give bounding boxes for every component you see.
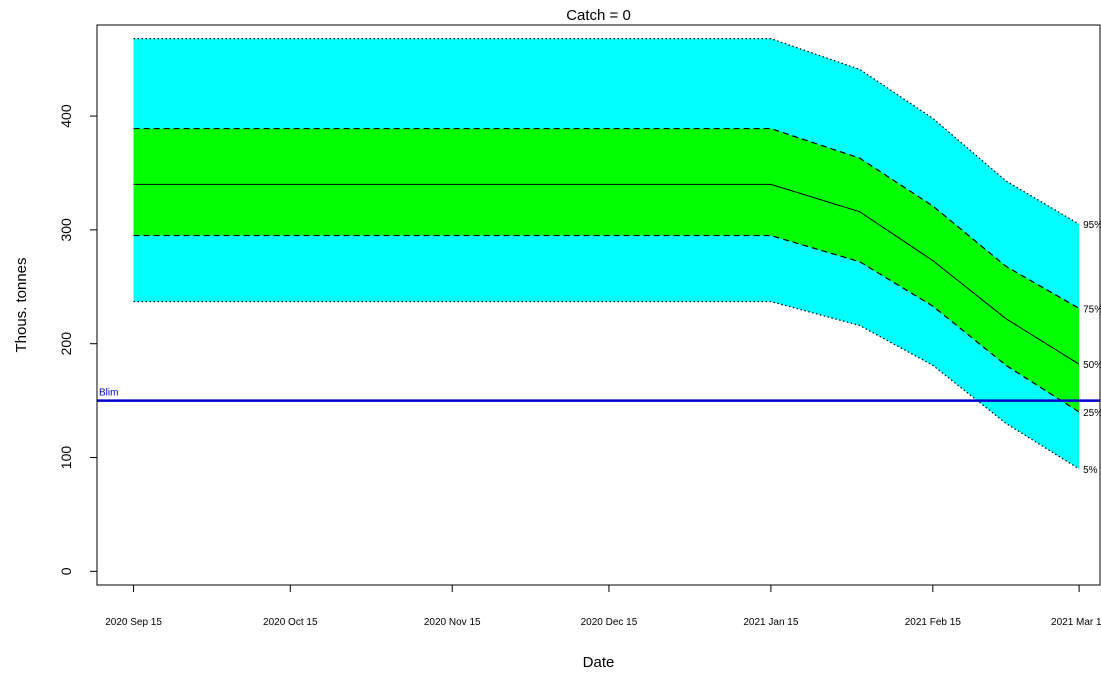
x-axis: 2020 Sep 15 2020 Oct 15 2020 Nov 15 2020 De… <box>105 585 1101 628</box>
ytick-label: 300 <box>58 218 74 242</box>
line-25% <box>133 234 1080 413</box>
line-50% <box>133 183 1080 365</box>
ytick-label: 200 <box>58 332 74 356</box>
band-25%-75% <box>133 128 1080 412</box>
xtick-label: 2020 Nov 15 <box>424 617 481 628</box>
line-5% <box>133 300 1080 470</box>
xtick-label: 2020 Oct 15 <box>263 617 318 628</box>
band-label-5%: 5% <box>1083 465 1098 476</box>
xtick-label: 2020 Dec 15 <box>581 617 638 628</box>
band-label-95%: 95% <box>1083 220 1101 231</box>
band-label-25%: 25% <box>1083 408 1101 419</box>
xtick-label: 2021 Feb 15 <box>905 617 962 628</box>
y-axis-label: Thous. tonnes <box>13 257 30 352</box>
band-labels: 5% 25% 50% 75% 95% <box>1083 220 1101 476</box>
xtick-label: 2021 Jan 15 <box>743 617 798 628</box>
reference-line-group: Blim <box>97 388 1100 402</box>
x-axis-label: Date <box>583 654 615 671</box>
plot-frame <box>96 24 1101 586</box>
band-label-75%: 75% <box>1083 304 1101 315</box>
y-axis: 0 100 200 300 400 <box>58 104 97 575</box>
chart-title: Catch = 0 <box>566 7 631 24</box>
band-label-50%: 50% <box>1083 360 1101 371</box>
line-75% <box>133 127 1080 309</box>
ytick-label: 400 <box>58 104 74 128</box>
xtick-label: 2020 Sep 15 <box>105 617 162 628</box>
blim-label: Blim <box>99 388 118 399</box>
bands <box>133 38 1080 469</box>
ytick-label: 0 <box>58 567 74 575</box>
xtick-label: 2021 Mar 15 <box>1051 617 1101 628</box>
quantile-lines <box>133 38 1080 470</box>
ytick-label: 100 <box>58 446 74 470</box>
